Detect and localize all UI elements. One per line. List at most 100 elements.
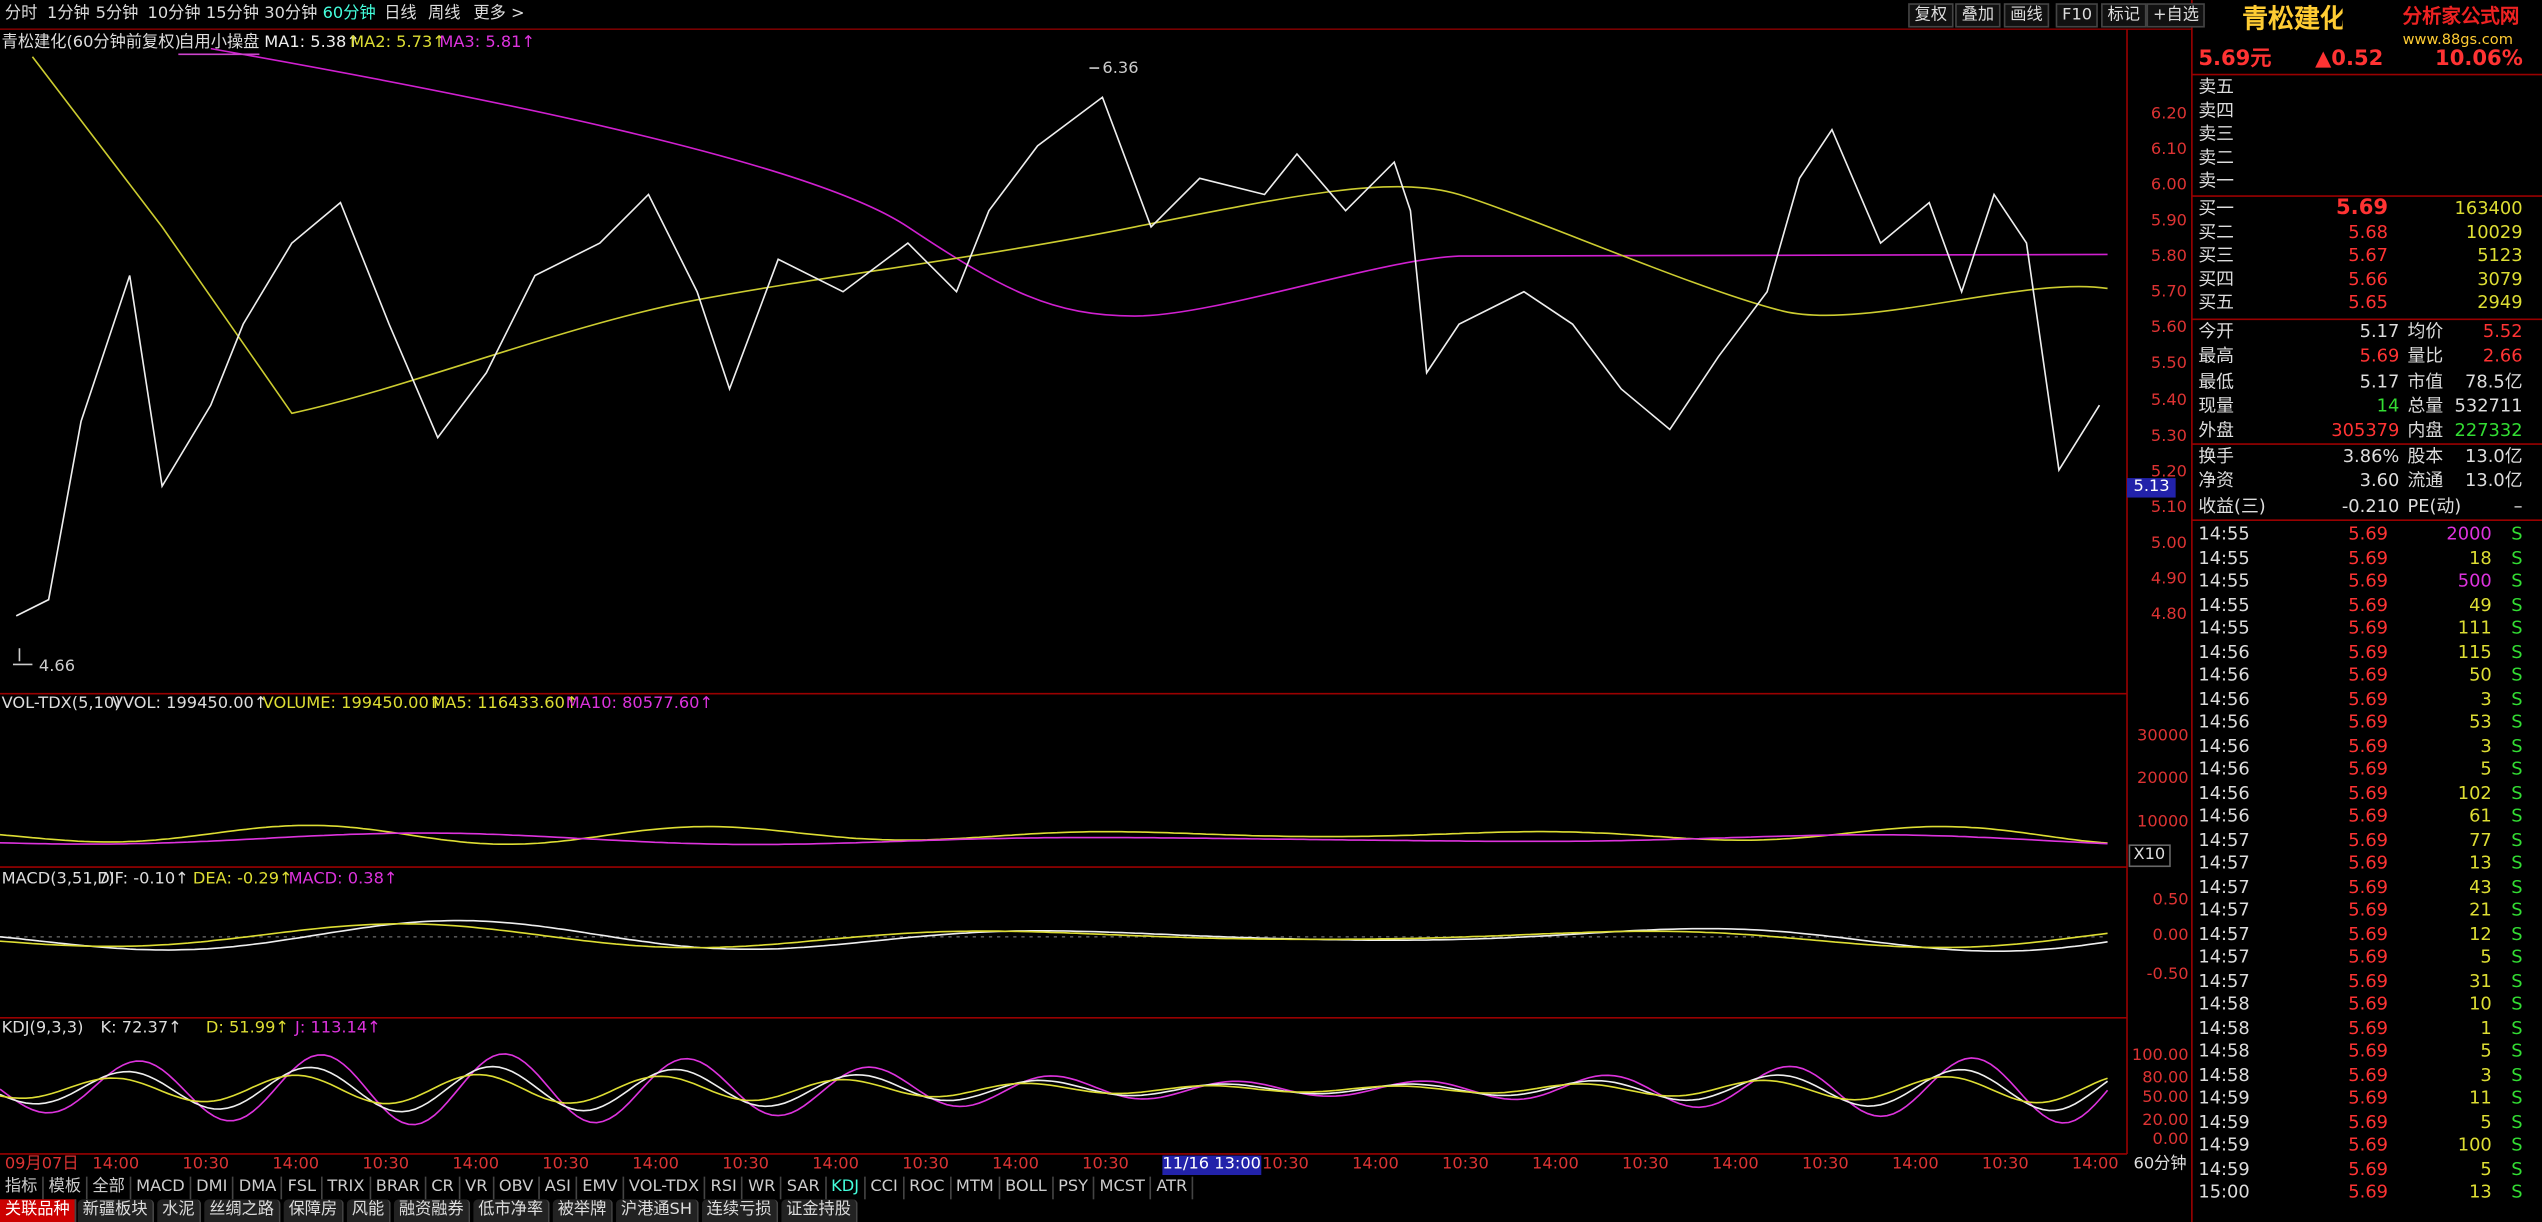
stat-label: 净资 [2198,470,2235,492]
bid-label: 买四 [2198,268,2235,290]
tick-time: 14:56 [2198,734,2250,757]
indicator-tab[interactable]: ROC [904,1176,951,1200]
indicator-tab[interactable]: MCST [1095,1176,1152,1200]
related-tab[interactable]: 水泥 [157,1199,202,1222]
indicator-tab[interactable]: MACD [131,1176,192,1200]
related-tab[interactable]: 融资融券 [393,1199,471,1222]
indicator-tab[interactable]: BOLL [1000,1176,1054,1200]
indicator-tab[interactable]: DMI [191,1176,234,1200]
tick-side: S [2511,640,2523,663]
indicator-tab[interactable]: KDJ [826,1176,866,1200]
indicator-tab[interactable]: TRIX [323,1176,371,1200]
time-label: 14:00 [632,1155,680,1174]
time-label: 14:00 [452,1155,500,1174]
indicator-tab[interactable]: VOL-TDX [624,1176,706,1200]
indicator-tab[interactable]: FSL [283,1176,323,1200]
indicator-tab[interactable]: VR [460,1176,495,1200]
indicator-tab[interactable]: 指标 [0,1176,44,1200]
related-tab[interactable]: 被举牌 [552,1199,613,1222]
ma-label: MA1: 5.38↑ [264,34,360,52]
period-tab[interactable]: 更多 > [473,4,525,23]
tool-button[interactable]: +自选 [2146,3,2206,28]
indicator-tab[interactable]: BRAR [371,1176,427,1200]
related-tab[interactable]: 证金持股 [781,1199,858,1222]
price-axis-label: 4.80 [2150,606,2187,624]
tick-time: 14:56 [2198,664,2250,686]
indicator-tab[interactable]: WR [743,1176,782,1200]
indicator-tab[interactable]: SAR [782,1176,827,1200]
stat-value: 13.0亿 [2465,445,2523,467]
period-tab[interactable]: 60分钟 [322,4,376,23]
volume-header: VOL-TDX(5,10) [1,695,121,714]
tick-volume: 500 [2457,570,2492,592]
tick-price: 5.69 [2348,687,2389,710]
tick-time: 14:55 [2198,593,2250,616]
period-tab[interactable]: 15分钟 [205,4,259,23]
indicator-tab[interactable]: ASI [540,1176,578,1200]
period-tab[interactable]: 10分钟 [147,4,201,23]
indicator-tab[interactable]: 模板 [44,1176,88,1200]
last-price: 5.69元 [2198,47,2272,72]
related-tab[interactable]: 沪港通SH [616,1199,699,1222]
related-tab[interactable]: 保障房 [283,1199,344,1222]
related-tab-row: 关联品种 新疆板块 水泥 丝绸之路 保障房 风能 融资融券 低市净率 被举牌 沪港通SH 连续亏损证… [0,1199,859,1222]
period-tab[interactable]: 1分钟 [47,4,90,23]
related-tab[interactable]: 关联品种 [0,1199,77,1222]
stat-label: 最低 [2198,370,2235,392]
period-tab[interactable]: 周线 [427,4,461,23]
related-tab[interactable]: 连续亏损 [701,1199,778,1222]
indicator-tab[interactable]: OBV [494,1176,540,1200]
tick-volume: 2000 [2446,523,2492,545]
indicator-tab[interactable]: 全部 [88,1176,132,1200]
price-axis-label: 5.60 [2150,319,2187,338]
tick-time: 14:58 [2198,1063,2250,1086]
high-label: 6.36 [1102,59,1139,78]
indicator-tab[interactable]: ATR [1151,1176,1194,1200]
indicator-tab[interactable]: CR [426,1176,461,1200]
tick-price: 5.69 [2348,1040,2389,1062]
time-label: 14:00 [272,1155,320,1174]
ma2-line [31,56,2108,415]
indicator-tab[interactable]: EMV [577,1176,625,1200]
ma-label: MA2: 5.73↑ [350,34,446,52]
tick-price: 5.69 [2348,1134,2389,1156]
tick-time: 14:57 [2198,946,2250,968]
tick-volume: 61 [2469,805,2492,827]
related-tab[interactable]: 风能 [346,1199,391,1222]
related-tab[interactable]: 丝绸之路 [204,1199,281,1222]
volume-header: MA5: 116433.60↑ [431,695,579,714]
kdj-header: D: 51.99↑ [205,1019,290,1038]
kdj-axis-label: 80.00 [2142,1069,2189,1088]
period-tab[interactable]: 分时 [4,4,38,23]
volume-axis-label: 20000 [2137,769,2189,788]
volume-ma-line [0,832,2108,846]
indicator-tab[interactable]: MTM [951,1176,1001,1200]
tick-price: 5.69 [2348,758,2389,780]
tick-price: 5.69 [2348,734,2389,757]
tick-price: 5.69 [2348,875,2389,898]
logo-url: www.88gs.com [2402,32,2513,49]
tick-volume: 100 [2457,1134,2492,1156]
tool-button[interactable]: F10 [2055,3,2099,28]
period-tab[interactable]: 30分钟 [264,4,318,23]
tool-button[interactable]: 复权 [1908,3,1954,28]
tick-volume: 49 [2469,593,2492,616]
tool-button[interactable]: 叠加 [1955,3,2001,28]
period-tab[interactable]: 5分钟 [95,4,139,23]
tick-volume: 11 [2469,1087,2492,1109]
related-tab[interactable]: 新疆板块 [77,1199,155,1222]
period-tab[interactable]: 日线 [384,4,417,23]
indicator-tab[interactable]: DMA [234,1176,283,1200]
indicator-tab[interactable]: PSY [1053,1176,1095,1200]
tool-button[interactable]: 标记 [2101,3,2147,28]
volume-ma-line [0,824,2108,846]
indicator-tab[interactable]: RSI [706,1176,744,1200]
tick-volume: 77 [2469,828,2492,851]
tool-button[interactable]: 画线 [2003,3,2050,28]
tick-time: 14:56 [2198,781,2250,804]
price-axis-label: 5.10 [2150,498,2187,517]
related-tab[interactable]: 低市净率 [473,1199,550,1222]
tick-side: S [2511,687,2523,710]
indicator-tab[interactable]: CCI [865,1176,905,1200]
